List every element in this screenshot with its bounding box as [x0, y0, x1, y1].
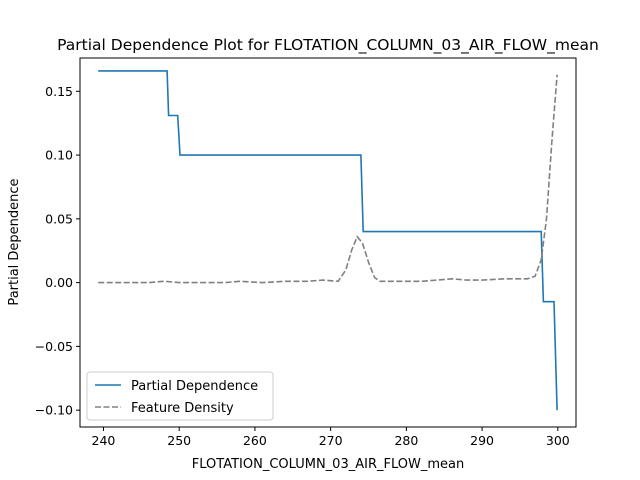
y-tick-label: 0.00 — [45, 275, 73, 290]
chart-title: Partial Dependence Plot for FLOTATION_CO… — [57, 36, 599, 55]
y-axis-ticks: −0.10 −0.05 0.00 0.05 0.10 0.15 — [35, 84, 80, 418]
plot-lines — [98, 70, 558, 411]
y-axis-title: Partial Dependence — [7, 178, 22, 305]
x-tick-label: 280 — [394, 433, 418, 448]
y-tick-label: 0.10 — [45, 148, 73, 163]
legend-label-partial-dependence: Partial Dependence — [131, 379, 258, 394]
x-tick-label: 260 — [243, 433, 267, 448]
y-tick-label: 0.15 — [45, 84, 73, 99]
series-line-partial-dependence — [98, 70, 558, 411]
x-tick-label: 240 — [92, 433, 116, 448]
plot-frame — [79, 57, 577, 428]
y-tick-label: −0.10 — [35, 403, 73, 418]
legend-frame — [86, 371, 274, 421]
x-tick-label: 300 — [546, 433, 570, 448]
y-tick-label: 0.05 — [45, 211, 73, 226]
x-tick-label: 290 — [470, 433, 494, 448]
legend-label-feature-density: Feature Density — [131, 401, 234, 416]
x-axis-title: FLOTATION_COLUMN_03_AIR_FLOW_mean — [192, 457, 464, 472]
series-line-feature-density — [98, 74, 558, 284]
x-axis-ticks: 240 250 260 270 280 290 300 — [92, 427, 570, 448]
x-tick-label: 250 — [167, 433, 191, 448]
legend: Partial Dependence Feature Density — [86, 371, 274, 421]
x-tick-label: 270 — [319, 433, 343, 448]
y-tick-label: −0.05 — [35, 339, 73, 354]
